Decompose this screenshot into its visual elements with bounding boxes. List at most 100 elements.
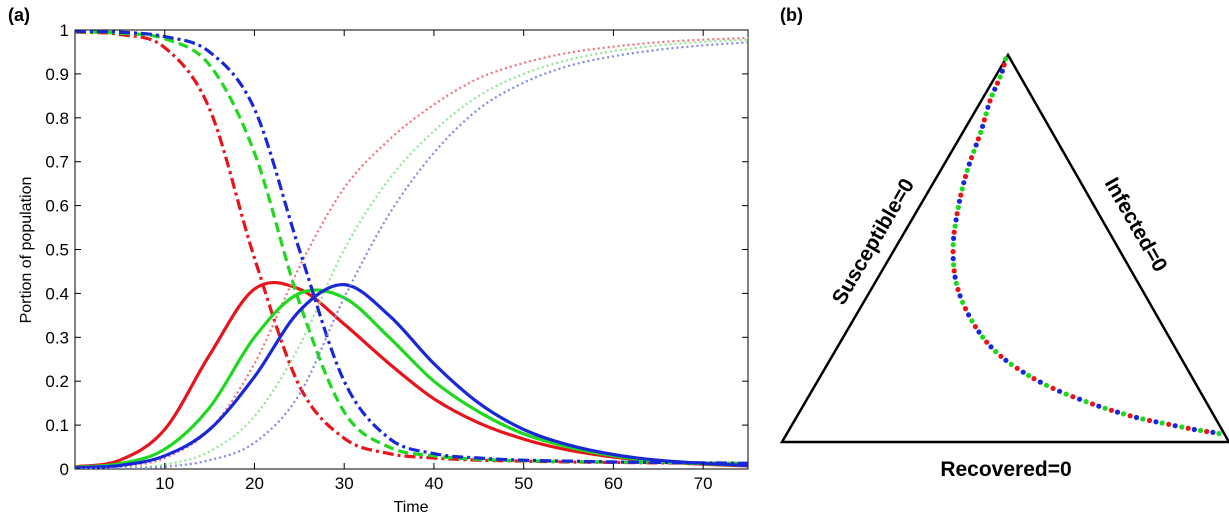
trajectory-point	[999, 68, 1005, 74]
trajectory-point	[950, 249, 956, 255]
trajectory-point	[988, 344, 994, 350]
trajectory-point	[1153, 419, 1159, 425]
edge-label-infected: Infected=0	[1100, 174, 1172, 276]
x-tick-label: 30	[335, 474, 354, 493]
x-axis-title: Time	[394, 499, 429, 516]
trajectory-point	[1050, 385, 1056, 391]
x-tick-label: 10	[155, 474, 174, 493]
y-axis: 0 0.1 0.2 0.3 0.4 0.5 0.6 0.7 0.8 0.9 1	[45, 21, 748, 479]
trajectory-point	[956, 198, 963, 204]
trajectory-point	[1216, 430, 1222, 437]
plot-area-series	[75, 30, 748, 469]
trajectory-point	[993, 349, 999, 355]
trajectory-point	[951, 262, 957, 268]
trajectory-point	[1133, 414, 1140, 421]
trajectory-point	[962, 306, 969, 312]
trajectory-point	[1057, 388, 1063, 394]
trajectory-point	[978, 129, 984, 135]
y-tick-label: 0.2	[45, 372, 69, 391]
edge-label-susceptible: Susceptible=0	[828, 175, 919, 309]
x-tick-label: 40	[424, 474, 443, 493]
x-tick-label: 50	[514, 474, 533, 493]
trajectory-point	[997, 74, 1003, 80]
trajectory-point	[966, 161, 972, 167]
trajectory-point	[980, 334, 986, 340]
series-line-5-solid	[75, 288, 748, 469]
trajectory-point	[998, 353, 1004, 359]
trajectory-point	[1166, 421, 1172, 427]
trajectory-point	[1031, 376, 1037, 382]
trajectory-point	[1020, 369, 1026, 375]
trajectory-point	[955, 286, 961, 293]
trajectory-point	[962, 173, 969, 180]
y-tick-label: 0.1	[45, 416, 69, 435]
trajectory-point	[973, 142, 979, 148]
trajectory-point	[959, 186, 965, 192]
trajectory-point	[980, 123, 986, 129]
trajectory-point	[989, 92, 995, 98]
trajectory-point	[1044, 382, 1050, 388]
y-tick-label: 0.5	[45, 241, 69, 260]
trajectory-point	[1114, 409, 1121, 415]
trajectory-point	[952, 274, 958, 280]
y-tick-label: 0	[60, 460, 69, 479]
trajectory-point	[1077, 396, 1083, 402]
trajectory-point	[1008, 361, 1014, 367]
series-line-2-solid	[75, 281, 748, 469]
trajectory-point	[981, 117, 988, 123]
trajectory-point	[1210, 429, 1216, 435]
trajectory-point	[964, 167, 970, 173]
x-tick-label: 20	[245, 474, 264, 493]
trajectory-point	[1003, 56, 1009, 62]
trajectory-point	[1089, 401, 1096, 407]
trajectory-point	[972, 324, 979, 330]
trajectory-point	[961, 180, 967, 186]
y-axis-title: Portion of population	[18, 177, 35, 324]
x-tick-label: 60	[604, 474, 623, 493]
trajectory-point	[1159, 420, 1165, 426]
series-line-9-dotted	[75, 41, 748, 469]
plot-area-frame	[74, 29, 749, 470]
trajectory-point	[1026, 372, 1032, 379]
y-tick-label: 0.4	[45, 284, 69, 303]
trajectory-point	[1003, 357, 1009, 363]
trajectory-point	[950, 256, 956, 262]
y-tick-label: 0.7	[45, 153, 69, 172]
trajectory-point	[951, 268, 957, 274]
trajectory-point	[1001, 62, 1007, 68]
trajectory-point	[994, 80, 1001, 86]
trajectory-point	[953, 217, 959, 223]
trajectory-point	[968, 155, 975, 161]
trajectory-point	[1063, 391, 1069, 397]
trajectory-point	[992, 86, 998, 92]
trajectory-point	[1120, 411, 1127, 417]
series-line-8-solid	[75, 282, 748, 469]
trajectory-point	[985, 104, 991, 110]
panel-b-label: (b)	[780, 5, 803, 25]
series-line-3-dotted	[75, 36, 748, 469]
trajectory-point	[1096, 403, 1102, 409]
trajectory-point	[1146, 417, 1153, 424]
trajectory-point	[971, 148, 977, 154]
ternary-trajectory	[950, 56, 1222, 437]
trajectory-point	[987, 98, 993, 104]
panel-b-ternary-chart: (b) Susceptible=0 Infected=0 Recovered=0	[779, 5, 1229, 481]
x-tick-label: 70	[694, 474, 713, 493]
edge-label-recovered: Recovered=0	[940, 458, 1071, 481]
y-tick-label: 0.8	[45, 109, 69, 128]
series-line-7-dash-dot	[75, 30, 748, 465]
trajectory-point	[983, 111, 989, 117]
trajectory-point	[950, 242, 956, 248]
trajectory-point	[1083, 399, 1089, 405]
trajectory-point	[1014, 365, 1020, 371]
panel-a-label: (a)	[8, 5, 30, 25]
trajectory-point	[1179, 424, 1185, 430]
trajectory-point	[1191, 426, 1197, 433]
trajectory-point	[966, 312, 972, 318]
trajectory-point	[953, 280, 959, 286]
trajectory-point	[1127, 413, 1133, 419]
y-tick-label: 0.3	[45, 328, 69, 347]
trajectory-point	[960, 299, 966, 305]
series-line-1-dash-dot	[75, 30, 748, 466]
